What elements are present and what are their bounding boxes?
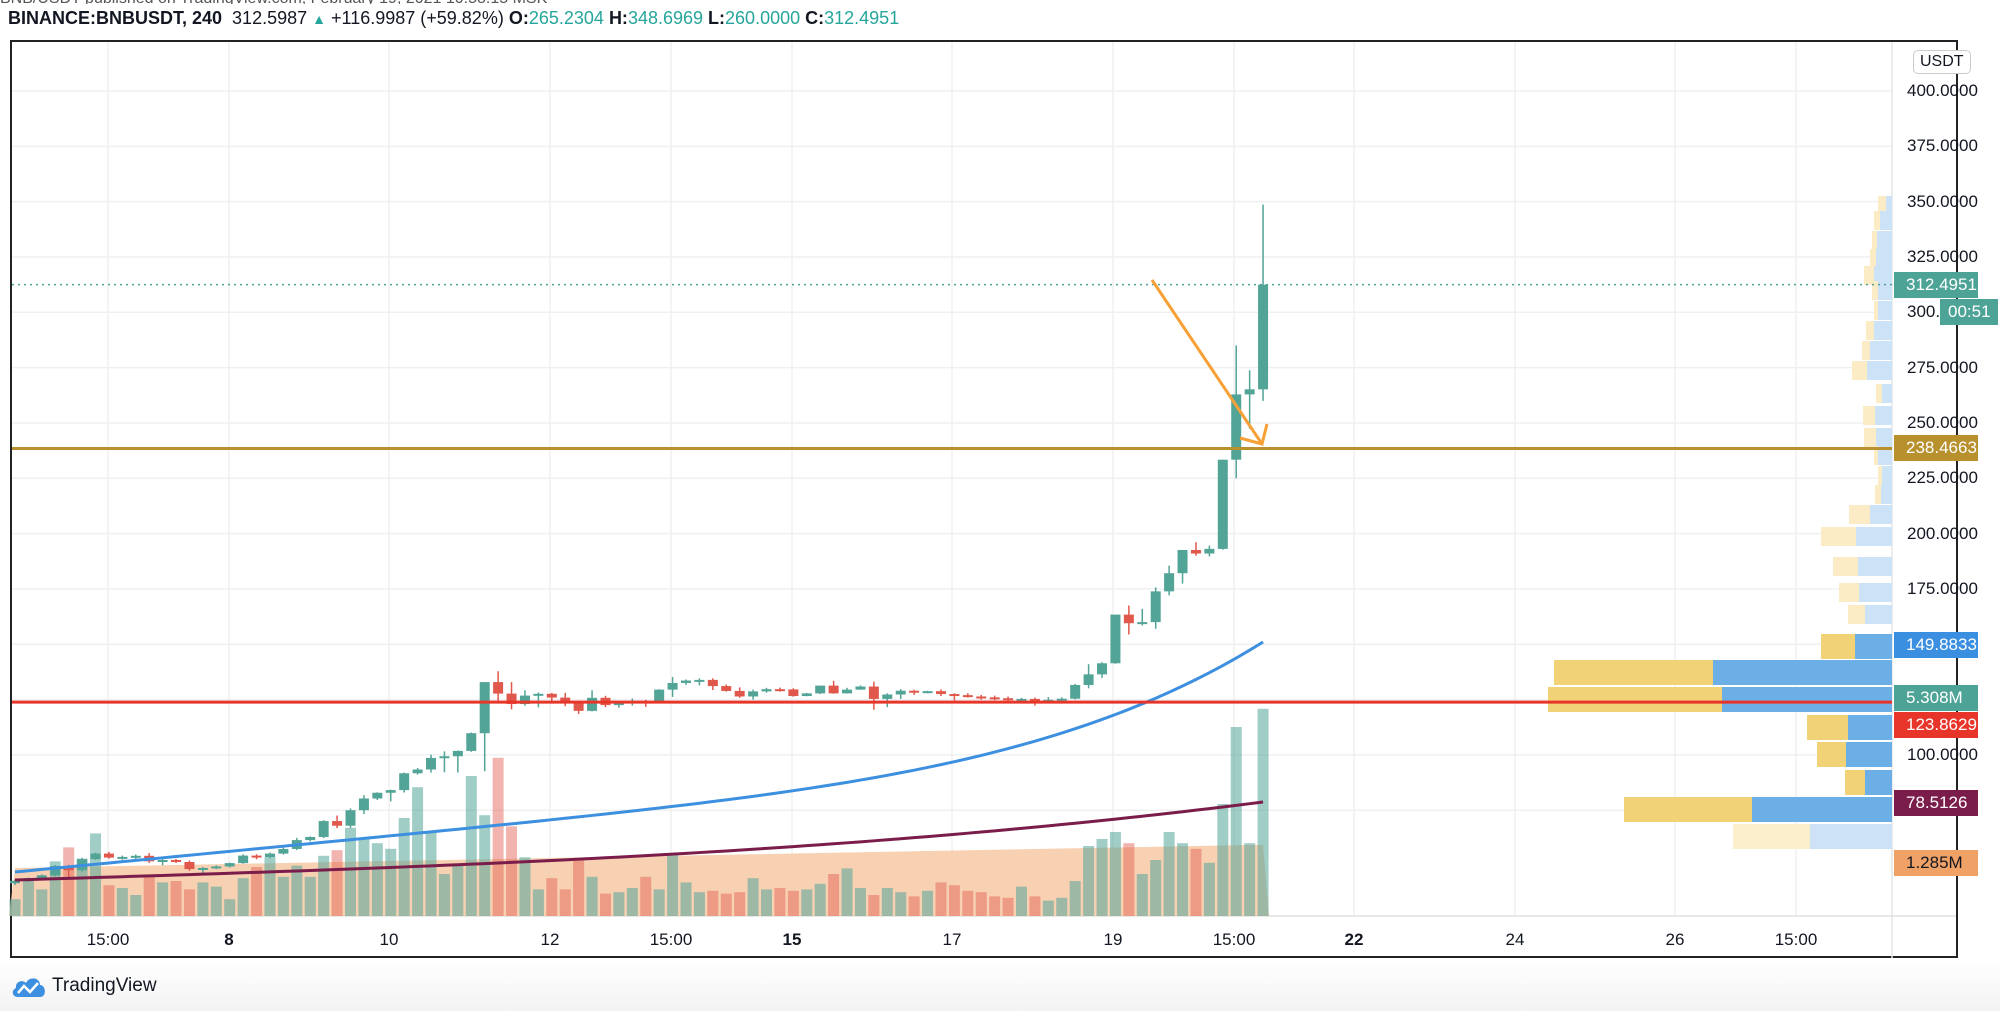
footer <box>0 960 2000 1011</box>
currency-button[interactable]: USDT <box>1913 50 1971 74</box>
price-tick-label: 250.0000 <box>1907 412 1978 432</box>
price-badge: 5.308M <box>1894 685 1978 711</box>
time-tick-label: 15:00 <box>649 930 693 949</box>
price-badge: 78.5126 <box>1894 790 1978 816</box>
low-label: L: <box>708 8 726 28</box>
open-label: O: <box>508 8 529 28</box>
symbol-name[interactable]: BINANCE:BNBUSDT, 240 <box>8 8 223 28</box>
time-tick-label: 24 <box>1505 930 1525 949</box>
time-tick-label: 19 <box>1103 930 1123 949</box>
open-value: 265.2304 <box>528 8 604 28</box>
price-tick-label: 400.0000 <box>1907 81 1978 100</box>
price-tick-label: 350.0000 <box>1907 191 1978 211</box>
price-badge: 123.8629 <box>1894 712 1978 738</box>
price-tick-label: 175.0000 <box>1907 578 1978 598</box>
up-arrow-icon: ▲ <box>312 11 326 27</box>
price-badge: 149.8833 <box>1894 631 1978 658</box>
high-label: H: <box>608 8 628 28</box>
tradingview-logo[interactable]: TradingView <box>10 973 157 999</box>
close-label: C: <box>805 8 825 28</box>
time-tick-label: 15:00 <box>86 930 130 949</box>
price-change: +116.9987 (+59.82%) <box>331 8 504 28</box>
time-tick-label: 12 <box>540 930 560 949</box>
time-tick-label: 15 <box>782 930 802 949</box>
symbol-legend: BINANCE:BNBUSDT, 240 312.5987 ▲ +116.998… <box>8 8 899 29</box>
price-tick-label: 100.0000 <box>1907 744 1978 764</box>
time-tick-label: 10 <box>379 930 399 949</box>
time-tick-label: 17 <box>942 930 962 949</box>
high-value: 348.6969 <box>627 8 704 28</box>
price-tick-label: 275.0000 <box>1907 357 1978 377</box>
time-tick-label: 22 <box>1344 930 1364 949</box>
time-tick-label: 26 <box>1665 930 1685 949</box>
price-badge: 00:51 <box>1940 299 1998 326</box>
price-tick-label: 225.0000 <box>1907 468 1978 488</box>
last-price: 312.5987 <box>232 8 308 28</box>
low-value: 260.0000 <box>725 8 801 28</box>
tradingview-cloud-icon <box>12 978 45 997</box>
price-tick-label: 200.0000 <box>1907 523 1978 543</box>
close-value: 312.4951 <box>824 8 900 28</box>
time-tick-label: 8 <box>224 930 234 949</box>
brand-name: TradingView <box>52 975 157 996</box>
price-tick-label: 325.0000 <box>1907 246 1978 266</box>
publish-caption: BNB/USDT published on TradingView.com, F… <box>0 0 1400 4</box>
time-tick-label: 15:00 <box>1212 930 1256 949</box>
price-badge: 312.4951 <box>1894 271 1978 298</box>
price-tick-label: 375.0000 <box>1907 136 1978 156</box>
time-tick-label: 15:00 <box>1774 930 1818 949</box>
price-badge: 1.285M <box>1894 850 1978 876</box>
price-badge: 238.4663 <box>1894 435 1978 462</box>
